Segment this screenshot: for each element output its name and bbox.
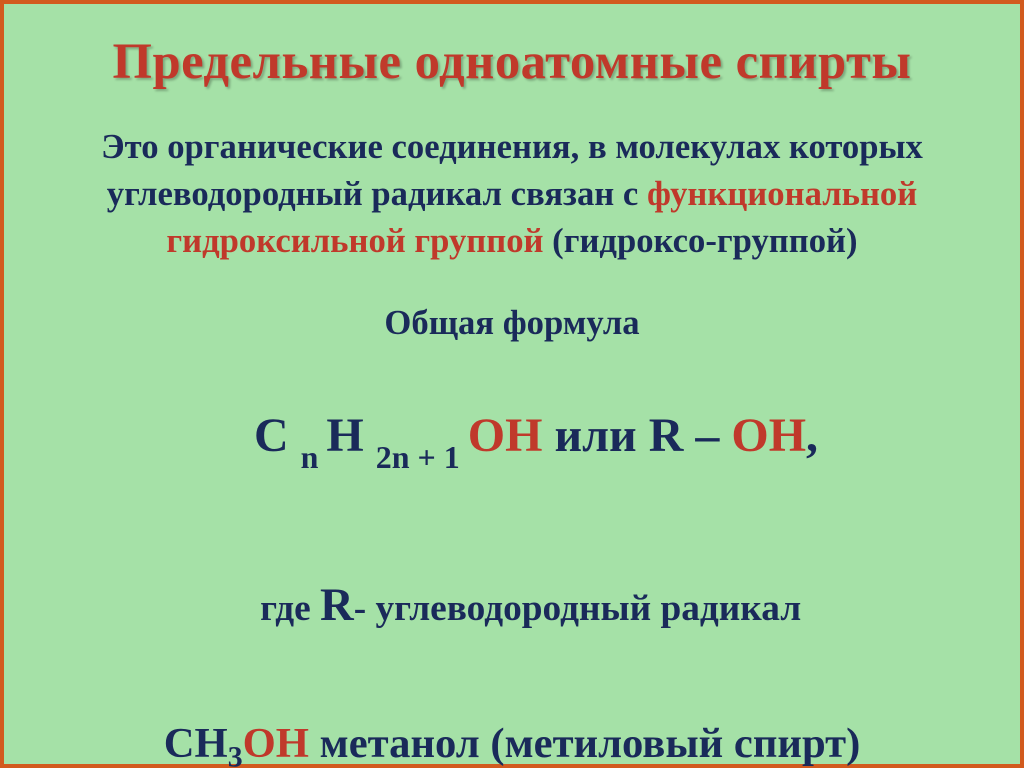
formula-h: H [326, 409, 375, 462]
ex1-s1: 3 [228, 741, 243, 768]
formula-note-post: - углеводородный радикал [354, 588, 801, 629]
definition-line-2-highlight: функциональной [647, 175, 917, 213]
ex1-post: метанол (метиловый спирт) [309, 720, 860, 767]
examples: CH3OH метанол (метиловый спирт) CH3CH2OH… [42, 715, 982, 768]
formula-r: R – [649, 409, 732, 462]
definition-line-2-pre: углеводородный радикал связан с [107, 175, 647, 213]
formula-label: Общая формула [42, 304, 982, 343]
definition-line-3: гидроксильной группой (гидроксо-группой) [42, 218, 982, 265]
example-methanol: CH3OH метанол (метиловый спирт) [42, 715, 982, 768]
slide-frame: Предельные одноатомные спирты Это органи… [0, 0, 1024, 768]
formula-or: или [554, 409, 648, 462]
general-formula: C n H 2n + 1 OH или R – OH, [42, 353, 982, 525]
formula-comma: , [806, 409, 818, 462]
formula-note-r: R [320, 579, 354, 631]
definition-line-3-highlight: гидроксильной группой [166, 222, 543, 260]
formula-sub-2n1: 2n + 1 [376, 439, 468, 475]
ex1-p1: CH [164, 720, 228, 767]
formula-sub-n: n [301, 439, 327, 475]
definition-line-1: Это органические соединения, в молекулах… [42, 124, 982, 171]
definition-line-2: углеводородный радикал связан с функцион… [42, 171, 982, 218]
ex1-oh: OH [243, 720, 309, 767]
definition-line-3-post: (гидроксо-группой) [544, 222, 858, 260]
formula-note-pre: где [260, 588, 320, 629]
formula-oh-2: OH [731, 409, 806, 462]
formula-note: где R- углеводородный радикал [42, 535, 982, 675]
formula-c: C [254, 409, 301, 462]
definition-text: Это органические соединения, в молекулах… [42, 124, 982, 264]
formula-oh-1: OH [468, 409, 555, 462]
slide-title: Предельные одноатомные спирты [42, 32, 982, 90]
